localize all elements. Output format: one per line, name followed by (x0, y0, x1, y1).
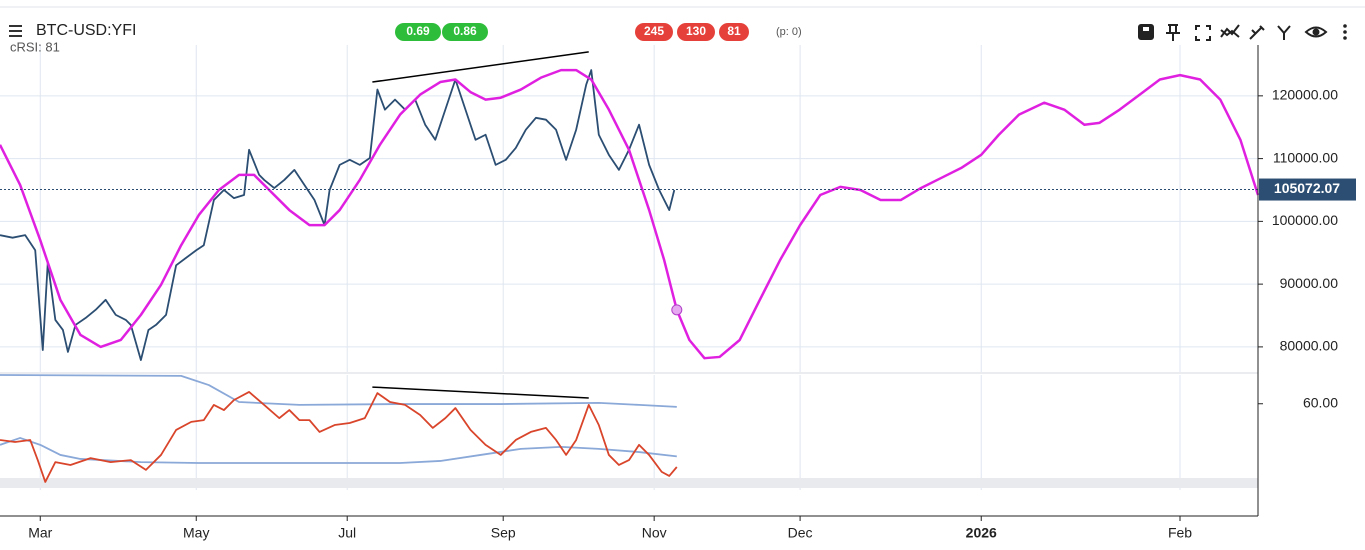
y-tick-label: 60.00 (1303, 394, 1338, 410)
y-tick-label: 90000.00 (1280, 275, 1339, 291)
icon-shape (1195, 25, 1211, 41)
last-price-label: 105072.07 (1274, 180, 1340, 196)
series-line (0, 437, 677, 464)
note: (p: 0) (776, 26, 802, 38)
icon-shape (1249, 25, 1265, 40)
badge (719, 23, 749, 41)
y-tick-label: 120000.00 (1272, 87, 1338, 103)
x-tick-label: Mar (28, 525, 52, 541)
cycle-point (671, 304, 683, 316)
icon-shape (1277, 25, 1291, 40)
label-layer: Mar May Jul Sep Nov Dec 2026 Feb 80000.00 90000.0… (28, 87, 1356, 541)
x-tick-label: Dec (788, 525, 813, 541)
more-icon[interactable] (1343, 24, 1347, 40)
x-tick-label: 2026 (966, 525, 997, 541)
menu-bar (9, 30, 22, 32)
y-tick-label: 110000.00 (1273, 149, 1338, 165)
toolbar (1138, 24, 1347, 41)
badge (395, 23, 441, 41)
y-tick-label: 80000.00 (1280, 338, 1339, 354)
badge (442, 23, 488, 41)
badge (635, 23, 673, 41)
fullscreen-icon[interactable] (1195, 25, 1211, 41)
y-tick-label: 100000.00 (1272, 212, 1338, 228)
save-icon[interactable] (1138, 24, 1154, 40)
icon-shape (1220, 24, 1240, 38)
icon-shape (1343, 30, 1347, 34)
lower-zone (0, 478, 1258, 488)
x-tick-label: Nov (642, 525, 667, 541)
x-tick-label: Feb (1168, 525, 1192, 541)
last-price-box (1259, 178, 1356, 201)
series-line (0, 374, 677, 408)
trend-line (372, 51, 589, 83)
plot-layer (0, 51, 1260, 483)
badge-label: 81 (727, 24, 741, 38)
x-tick-label: May (183, 525, 209, 541)
menu-bar (9, 35, 22, 37)
badge (677, 23, 715, 41)
x-tick-label: Jul (338, 525, 356, 541)
badge-label: 130 (686, 24, 706, 38)
icon-shape (1166, 24, 1180, 41)
icon-shape (1343, 24, 1347, 28)
draw-icon[interactable] (1249, 25, 1265, 40)
series-line (0, 69, 676, 361)
menu-icon[interactable] (9, 25, 22, 37)
x-tick-label: Sep (491, 525, 516, 541)
badge-label: 245 (644, 24, 664, 38)
icon-shape (1138, 24, 1154, 40)
branch-icon[interactable] (1277, 25, 1291, 40)
icon-shape (1312, 28, 1320, 36)
icon-shape (1304, 26, 1328, 38)
symbol-title: BTC-USD:YFI (36, 22, 136, 39)
series-line (0, 68, 1260, 360)
badges: 0.69 0.86 245 130 81 (395, 23, 749, 41)
series-line (0, 391, 678, 483)
badge-label: 0.86 (453, 24, 477, 38)
icon-shape (1343, 36, 1347, 40)
compare-icon[interactable] (1220, 24, 1240, 38)
trend-line (372, 386, 589, 399)
badge-label: 0.69 (406, 24, 430, 38)
indicator-label: cRSI: 81 (10, 39, 60, 54)
icon-shape (1143, 27, 1149, 31)
menu-bar (9, 25, 22, 27)
pin-icon[interactable] (1166, 24, 1180, 41)
eye-icon[interactable] (1304, 26, 1328, 38)
